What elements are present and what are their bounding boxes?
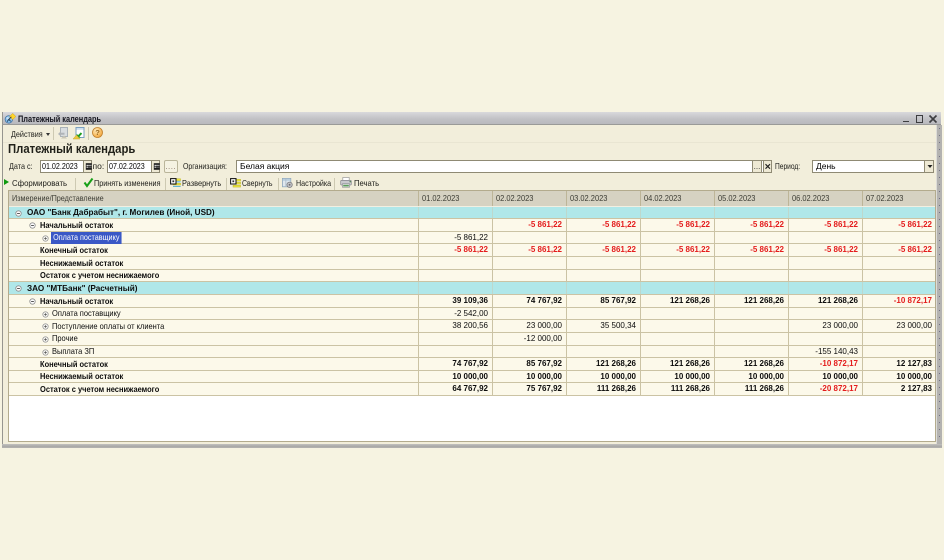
svg-text:?: ? (95, 128, 100, 137)
